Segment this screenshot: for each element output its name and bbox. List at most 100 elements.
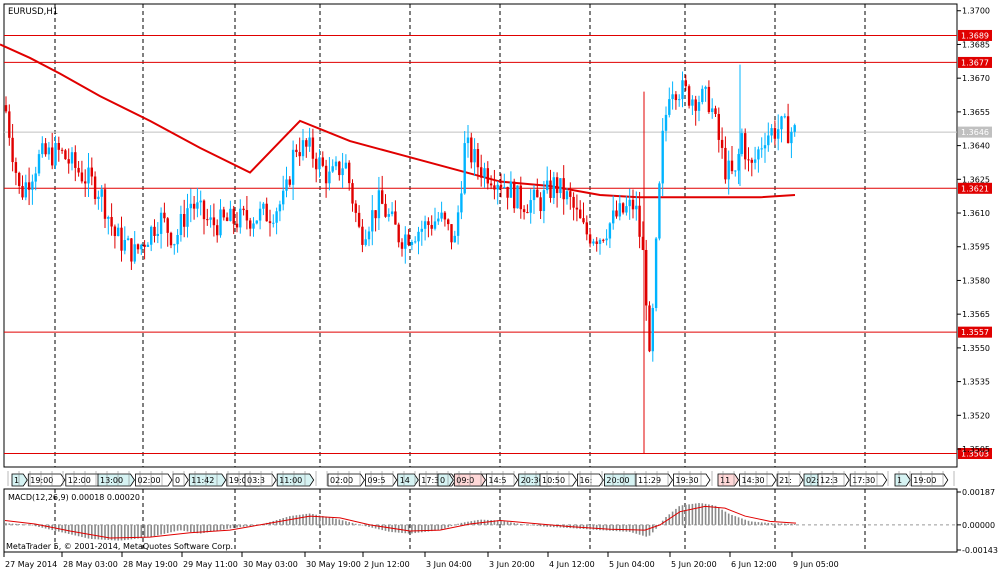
candle bbox=[724, 136, 727, 184]
candle bbox=[681, 71, 684, 108]
macd-bar bbox=[341, 520, 344, 525]
candle bbox=[18, 171, 21, 194]
macd-bar bbox=[731, 515, 733, 525]
event-tag[interactable]: 11:29 bbox=[635, 473, 673, 487]
candle bbox=[552, 171, 555, 205]
candle bbox=[285, 166, 288, 198]
macd-bar bbox=[153, 524, 156, 537]
candle bbox=[74, 145, 77, 182]
event-tag[interactable]: 0 bbox=[172, 473, 189, 487]
horizontal-levels[interactable]: 1.3689 1.3677 1.3646 1.3621 1.3557 1.3503 bbox=[4, 29, 992, 460]
event-tag[interactable]: 1 bbox=[11, 473, 28, 487]
macd-bar bbox=[282, 518, 284, 525]
level-label-bg bbox=[958, 182, 992, 194]
event-tag[interactable]: 21: bbox=[776, 473, 804, 487]
event-tag[interactable]: 02:00 bbox=[327, 473, 365, 487]
macd-bar bbox=[533, 524, 535, 526]
macd-bar bbox=[721, 509, 723, 525]
candle bbox=[87, 152, 90, 197]
candle bbox=[179, 205, 183, 242]
macd-bar bbox=[77, 524, 80, 537]
candle bbox=[407, 228, 410, 247]
event-tag[interactable]: 02:00 bbox=[135, 473, 173, 487]
candle bbox=[357, 205, 361, 229]
macd-bar bbox=[701, 503, 704, 525]
macd-bar bbox=[734, 516, 737, 525]
candle bbox=[737, 148, 740, 185]
macd-bar bbox=[553, 524, 555, 528]
macd-bar bbox=[34, 524, 37, 527]
event-tag[interactable]: 12:00 bbox=[65, 473, 103, 487]
svg-text:19:30: 19:30 bbox=[676, 476, 699, 485]
candle bbox=[301, 129, 305, 161]
candle bbox=[11, 123, 14, 172]
macd-bar bbox=[724, 511, 727, 525]
event-tag[interactable]: 11 bbox=[717, 473, 740, 487]
macd-bar bbox=[404, 524, 407, 534]
candle bbox=[295, 144, 298, 158]
candle bbox=[93, 171, 97, 205]
macd-bar bbox=[31, 524, 34, 526]
event-tag[interactable]: 09:5 bbox=[365, 473, 398, 487]
macd-bar bbox=[67, 524, 70, 534]
candle bbox=[120, 216, 123, 262]
candle bbox=[41, 136, 44, 158]
candle bbox=[486, 161, 489, 190]
svg-text:0: 0 bbox=[175, 476, 180, 485]
macd-bar bbox=[236, 524, 238, 528]
candle bbox=[503, 173, 506, 189]
price-tick-label: 1.3520 bbox=[962, 411, 990, 420]
svg-text:14: 14 bbox=[400, 476, 410, 485]
candle bbox=[780, 115, 783, 143]
svg-text:17:30: 17:30 bbox=[421, 476, 444, 485]
event-tag[interactable]: 11:42 bbox=[188, 473, 227, 487]
candle bbox=[384, 194, 387, 218]
svg-text:03:3: 03:3 bbox=[247, 476, 265, 485]
candle bbox=[628, 188, 631, 220]
event-tag[interactable]: 14:5 bbox=[486, 473, 519, 487]
copyright-text: MetaTrader 5, © 2001-2014, MetaQuotes So… bbox=[6, 542, 233, 551]
svg-text:12:00: 12:00 bbox=[68, 476, 91, 485]
candle bbox=[753, 146, 757, 170]
macd-bar bbox=[348, 522, 350, 525]
candle bbox=[150, 225, 153, 252]
candle bbox=[575, 194, 579, 222]
event-tag[interactable]: 14 bbox=[397, 473, 419, 487]
event-tag[interactable]: 03:3 bbox=[244, 473, 277, 487]
event-tag[interactable]: 16: bbox=[577, 473, 604, 487]
macd-bar bbox=[592, 524, 595, 530]
candle bbox=[661, 118, 664, 197]
candle bbox=[321, 151, 324, 168]
macd-bar bbox=[252, 524, 255, 526]
event-tag[interactable]: 19:00 bbox=[27, 473, 66, 487]
macd-bar bbox=[25, 524, 27, 526]
event-tag[interactable]: 11:00 bbox=[276, 473, 315, 487]
macd-bar bbox=[176, 524, 179, 531]
candle bbox=[506, 186, 509, 210]
macd-bar bbox=[127, 524, 129, 540]
macd-bar bbox=[645, 524, 647, 537]
svg-text:12:3: 12:3 bbox=[820, 476, 838, 485]
candle bbox=[44, 138, 47, 157]
candle bbox=[470, 132, 473, 169]
candle bbox=[311, 128, 315, 168]
vertical-gridlines bbox=[54, 4, 866, 552]
event-tag[interactable]: 1 bbox=[894, 473, 911, 487]
macd-bar bbox=[295, 515, 298, 525]
event-tag[interactable]: 12:3 bbox=[817, 473, 850, 487]
macd-bar bbox=[536, 524, 539, 526]
candle bbox=[579, 200, 582, 219]
candle bbox=[183, 199, 186, 238]
event-tag[interactable]: 17:30 bbox=[849, 473, 888, 487]
macd-bar bbox=[648, 524, 651, 536]
event-tag[interactable]: 0 bbox=[437, 473, 454, 487]
macd-bar bbox=[790, 523, 793, 525]
macd-bar bbox=[421, 524, 423, 533]
macd-bar bbox=[160, 524, 162, 535]
candle bbox=[130, 238, 133, 270]
macd-bar bbox=[691, 503, 694, 525]
event-tag[interactable]: 19:00 bbox=[910, 473, 949, 487]
event-tag[interactable]: 20:00 bbox=[604, 473, 642, 487]
